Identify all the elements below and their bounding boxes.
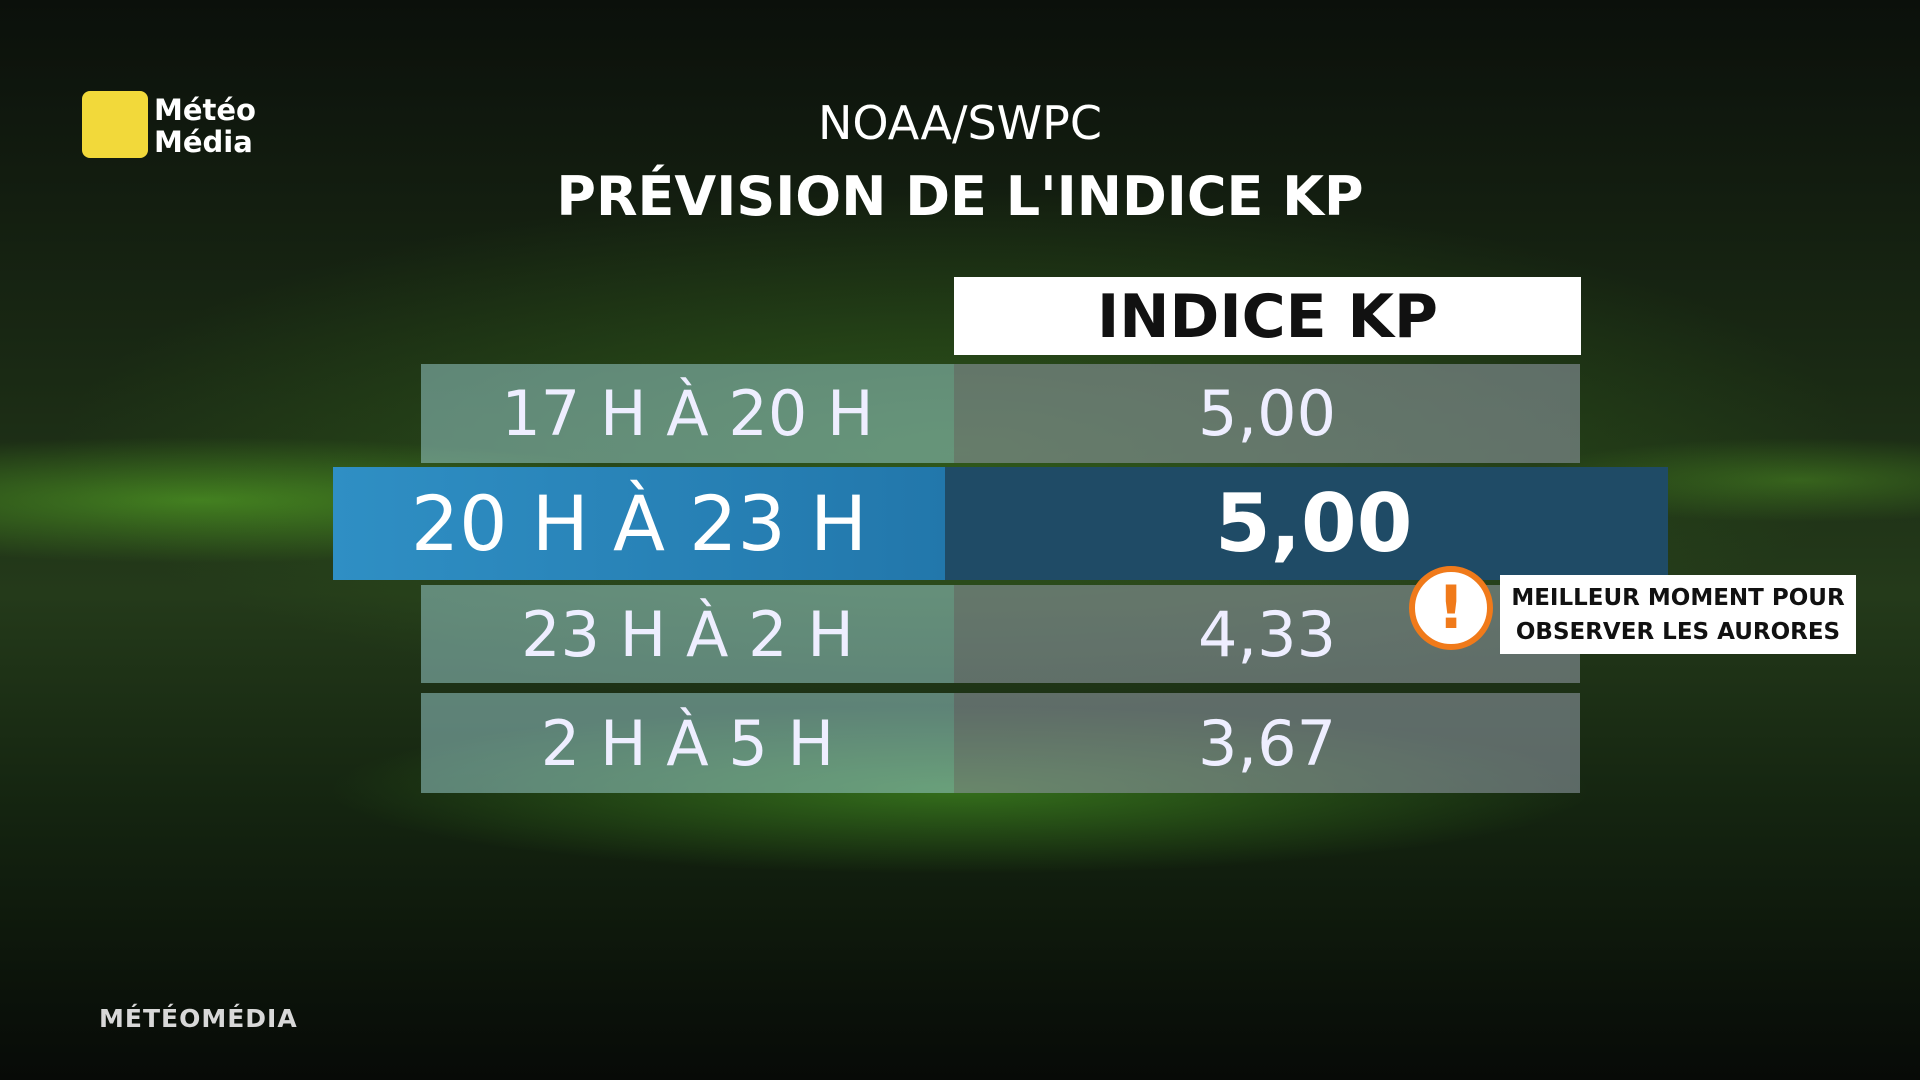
logo-mark [82, 91, 148, 158]
time-cell: 17 H À 20 H [421, 364, 954, 463]
source: NOAA/SWPC [817, 96, 1103, 150]
footer: MÉTÉOMÉDIA [99, 1004, 298, 1033]
time-cell: 2 H À 5 H [421, 693, 954, 793]
callout-text: OBSERVER LES AURORES [1515, 618, 1841, 645]
kp-cell: 5,00 [954, 364, 1580, 463]
time-cell: 23 H À 2 H [421, 585, 954, 683]
callout: MEILLEUR MOMENT POUR OBSERVER LES AURORE… [1500, 575, 1856, 654]
logo-text: Média [154, 125, 253, 159]
kp-cell: 5,00 [945, 467, 1668, 580]
column-header: INDICE KP [954, 277, 1581, 355]
kp-cell: 3,67 [954, 693, 1580, 793]
title: PRÉVISION DE L'INDICE KP [556, 165, 1364, 228]
logo-text: Météo [154, 93, 256, 127]
callout-text: MEILLEUR MOMENT POUR [1511, 584, 1845, 611]
alert-icon: ! [1409, 566, 1493, 650]
time-cell: 20 H À 23 H [333, 467, 945, 580]
